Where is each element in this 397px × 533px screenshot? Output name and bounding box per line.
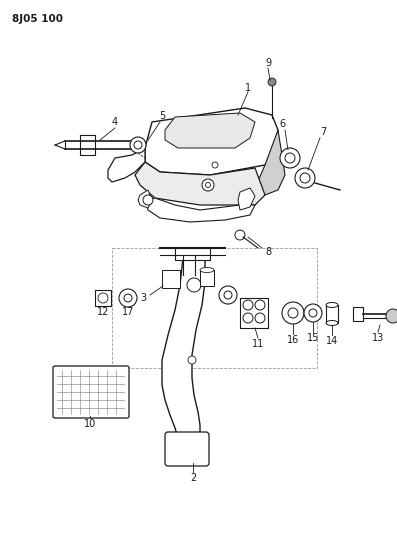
Text: 17: 17	[122, 307, 134, 317]
Circle shape	[309, 309, 317, 317]
Circle shape	[206, 182, 210, 188]
Text: 1: 1	[245, 83, 251, 93]
Circle shape	[187, 278, 201, 292]
Circle shape	[386, 309, 397, 323]
Polygon shape	[255, 130, 285, 195]
Circle shape	[119, 289, 137, 307]
Polygon shape	[135, 162, 265, 205]
Polygon shape	[145, 108, 278, 175]
Polygon shape	[238, 188, 255, 210]
Text: 2: 2	[190, 473, 196, 483]
Bar	[326, 305, 338, 323]
Ellipse shape	[326, 320, 338, 326]
Circle shape	[202, 179, 214, 191]
Circle shape	[235, 230, 245, 240]
Text: 10: 10	[84, 419, 96, 429]
Circle shape	[143, 195, 153, 205]
Text: 9: 9	[265, 58, 271, 68]
Text: 12: 12	[97, 307, 109, 317]
Polygon shape	[108, 148, 145, 182]
Bar	[353, 307, 363, 321]
Polygon shape	[165, 113, 255, 148]
Text: 5: 5	[159, 111, 165, 121]
Text: 8J05 100: 8J05 100	[12, 14, 63, 24]
Circle shape	[98, 293, 108, 303]
FancyBboxPatch shape	[165, 432, 209, 466]
Bar	[95, 290, 111, 306]
Circle shape	[243, 300, 253, 310]
Circle shape	[255, 313, 265, 323]
Text: 13: 13	[372, 333, 384, 343]
Text: 7: 7	[320, 127, 326, 137]
Circle shape	[295, 168, 315, 188]
Circle shape	[134, 141, 142, 149]
Circle shape	[219, 286, 237, 304]
Bar	[200, 270, 214, 286]
Text: 11: 11	[252, 339, 264, 349]
Text: 8: 8	[265, 247, 271, 257]
Polygon shape	[138, 190, 152, 208]
Circle shape	[243, 313, 253, 323]
Text: 16: 16	[287, 335, 299, 345]
Bar	[162, 270, 180, 288]
Polygon shape	[145, 198, 255, 222]
Circle shape	[255, 300, 265, 310]
Circle shape	[288, 308, 298, 318]
Circle shape	[285, 153, 295, 163]
Bar	[112, 248, 317, 368]
Bar	[240, 298, 268, 328]
Polygon shape	[175, 248, 210, 260]
Text: 3: 3	[140, 293, 146, 303]
Circle shape	[212, 162, 218, 168]
Circle shape	[280, 148, 300, 168]
Circle shape	[300, 173, 310, 183]
Text: 15: 15	[307, 333, 319, 343]
Ellipse shape	[326, 303, 338, 308]
FancyBboxPatch shape	[53, 366, 129, 418]
Text: 4: 4	[112, 117, 118, 127]
Circle shape	[304, 304, 322, 322]
Circle shape	[268, 78, 276, 86]
Circle shape	[188, 356, 196, 364]
Text: 14: 14	[326, 336, 338, 346]
Circle shape	[130, 137, 146, 153]
Polygon shape	[162, 258, 205, 438]
Circle shape	[282, 302, 304, 324]
Text: 6: 6	[279, 119, 285, 129]
Ellipse shape	[200, 268, 214, 272]
Circle shape	[224, 291, 232, 299]
Circle shape	[124, 294, 132, 302]
